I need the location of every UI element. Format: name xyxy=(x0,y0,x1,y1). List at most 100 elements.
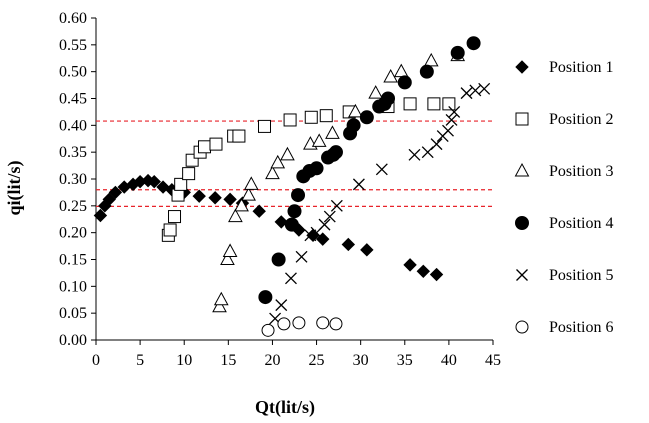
data-point-position-5 xyxy=(295,250,308,263)
y-tick-label: 0.05 xyxy=(59,305,87,322)
data-point-position-3 xyxy=(270,154,286,169)
data-point-position-4 xyxy=(328,145,343,160)
data-point-position-3 xyxy=(241,187,256,201)
x-tick-label: 45 xyxy=(485,352,501,369)
data-point-position-2 xyxy=(258,119,272,133)
data-point-position-4 xyxy=(397,75,412,90)
data-point-position-2 xyxy=(403,97,417,111)
x-tick-label: 20 xyxy=(264,352,280,369)
legend-label: Position 5 xyxy=(549,267,613,284)
series-position-6 xyxy=(261,316,343,337)
data-point-position-4 xyxy=(287,204,302,219)
data-point-position-6 xyxy=(277,317,291,331)
y-tick-label: 0.60 xyxy=(59,10,87,27)
data-point-position-4 xyxy=(309,161,324,176)
legend-item-position-4: Position 4 xyxy=(515,215,613,232)
data-point-position-5 xyxy=(408,148,421,161)
y-tick-label: 0.00 xyxy=(59,332,87,349)
data-point-position-3 xyxy=(383,68,399,83)
legend-marker-position-6 xyxy=(515,320,529,334)
data-point-position-3 xyxy=(265,165,280,180)
data-point-position-3 xyxy=(220,251,235,265)
data-point-position-2 xyxy=(163,223,177,237)
data-point-position-6 xyxy=(261,323,275,337)
legend-label: Position 6 xyxy=(549,319,613,336)
data-point-position-5 xyxy=(430,138,443,151)
data-point-position-5 xyxy=(460,87,473,100)
x-tick-label: 5 xyxy=(136,352,144,369)
data-point-position-4 xyxy=(466,36,481,51)
series-position-3 xyxy=(212,47,466,313)
legend-item-position-5: Position 5 xyxy=(516,267,613,284)
data-point-position-5 xyxy=(375,163,388,176)
data-point-position-4 xyxy=(291,188,306,203)
data-point-position-4 xyxy=(346,118,361,133)
data-point-position-3 xyxy=(212,298,227,313)
data-point-position-1 xyxy=(429,267,444,282)
x-tick-label: 30 xyxy=(353,352,369,369)
data-point-position-5 xyxy=(478,82,491,95)
data-point-position-5 xyxy=(275,299,288,312)
y-tick-label: 0.40 xyxy=(59,117,87,134)
data-point-position-2 xyxy=(283,113,297,127)
data-point-position-1 xyxy=(403,258,417,272)
x-tick-label: 25 xyxy=(309,352,325,369)
legend-item-position-2: Position 2 xyxy=(515,111,613,128)
data-point-position-1 xyxy=(93,208,108,223)
x-tick-label: 15 xyxy=(220,352,236,369)
x-tick-label: 35 xyxy=(397,352,413,369)
legend-item-position-1: Position 1 xyxy=(515,59,613,76)
series-position-1 xyxy=(93,173,444,282)
data-point-position-3 xyxy=(368,85,384,99)
data-point-position-5 xyxy=(304,229,317,242)
legend-label: Position 1 xyxy=(549,59,613,76)
data-point-position-1 xyxy=(341,237,356,252)
legend-marker-position-1 xyxy=(515,60,529,74)
y-tick-label: 0.30 xyxy=(59,171,87,188)
y-tick-label: 0.55 xyxy=(59,37,87,54)
data-point-position-4 xyxy=(359,110,374,125)
legend-marker-position-2 xyxy=(515,112,529,126)
data-point-position-2 xyxy=(168,210,182,224)
data-point-position-4 xyxy=(381,91,396,106)
data-point-position-1 xyxy=(416,264,431,279)
series-position-5 xyxy=(269,82,491,325)
data-point-position-1 xyxy=(223,192,237,207)
data-point-position-5 xyxy=(448,105,461,118)
data-point-position-5 xyxy=(330,199,343,212)
data-point-position-1 xyxy=(147,174,161,189)
y-tick-label: 0.25 xyxy=(59,198,87,215)
data-point-position-2 xyxy=(319,109,333,123)
data-point-position-5 xyxy=(318,218,331,231)
data-point-position-2 xyxy=(442,97,456,111)
legend-label: Position 3 xyxy=(549,163,613,180)
data-point-position-6 xyxy=(292,316,306,330)
y-tick-label: 0.50 xyxy=(59,64,87,81)
x-axis-title: Qt(lit/s) xyxy=(255,397,315,418)
data-point-position-5 xyxy=(352,178,365,191)
data-point-position-3 xyxy=(228,208,243,223)
x-tick-label: 40 xyxy=(441,352,457,369)
legend-label: Position 4 xyxy=(549,215,613,232)
data-point-position-1 xyxy=(102,192,116,207)
y-tick-label: 0.45 xyxy=(59,91,87,108)
x-tick-label: 0 xyxy=(92,352,100,369)
data-point-position-3 xyxy=(222,243,238,257)
data-point-position-5 xyxy=(285,272,297,285)
data-point-position-4 xyxy=(419,64,434,79)
data-point-position-3 xyxy=(311,133,327,147)
data-point-position-4 xyxy=(271,252,286,267)
data-point-position-1 xyxy=(108,185,123,200)
data-point-position-3 xyxy=(243,176,259,190)
data-point-position-1 xyxy=(252,204,266,218)
data-point-position-4 xyxy=(258,290,273,305)
data-point-position-2 xyxy=(304,110,318,124)
data-point-position-2 xyxy=(427,97,441,111)
data-point-position-3 xyxy=(423,52,439,67)
data-point-position-2 xyxy=(171,188,185,202)
legend-item-position-6: Position 6 xyxy=(515,319,613,336)
y-tick-label: 0.15 xyxy=(59,252,87,269)
data-point-position-1 xyxy=(274,215,288,229)
data-point-position-1 xyxy=(192,189,206,203)
